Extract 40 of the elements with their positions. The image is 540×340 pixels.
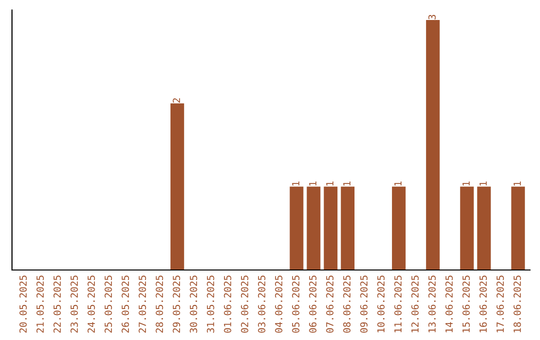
x-tick-label: 26.05.2025 [122, 276, 130, 333]
x-tick-label: 06.06.2025 [309, 276, 316, 333]
x-tick-label: 25.05.2025 [104, 276, 112, 333]
data-label: 1 [343, 181, 350, 186]
data-label: 1 [514, 181, 521, 186]
data-label: 1 [292, 181, 300, 186]
x-tick-label: 16.06.2025 [479, 276, 487, 332]
x-tick-label: 02.06.2025 [240, 276, 248, 333]
x-tick-label: 28.05.2025 [156, 276, 164, 333]
x-tick-label: 07.06.2025 [326, 276, 334, 333]
x-tick-label: 09.06.2025 [360, 276, 368, 333]
x-tick-label: 27.05.2025 [138, 276, 146, 333]
data-label: 1 [394, 181, 402, 186]
data-label: 1 [326, 181, 334, 186]
data-label: 3 [428, 14, 436, 20]
x-tick-label: 01.06.2025 [224, 276, 232, 333]
x-tick-label: 21.05.2025 [36, 276, 44, 333]
x-tick-label: 18.06.2025 [514, 276, 521, 332]
data-label: 1 [480, 181, 487, 186]
x-tick-label: 20.05.2025 [19, 276, 27, 333]
x-tick-label: 05.06.2025 [292, 276, 300, 333]
x-tick-label: 03.06.2025 [258, 276, 266, 333]
x-tick-label: 29.05.2025 [172, 276, 180, 333]
data-label: 1 [309, 181, 316, 186]
x-tick-label: 13.06.2025 [428, 276, 436, 332]
data-label: 1 [462, 181, 470, 186]
x-tick-label: 15.06.2025 [462, 276, 470, 332]
x-tick-label: 14.06.2025 [445, 276, 453, 332]
x-tick-label: 24.05.2025 [88, 276, 95, 333]
x-tick-label: 12.06.2025 [411, 276, 419, 332]
x-tick-label: 17.06.2025 [496, 276, 504, 332]
x-tick-label: 22.05.2025 [54, 276, 61, 333]
x-tick-label: 11.06.2025 [394, 276, 402, 332]
x-tick-label: 08.06.2025 [343, 276, 351, 333]
x-tick-label: 10.06.2025 [377, 276, 385, 332]
data-label: 2 [172, 98, 180, 103]
x-tick-label: 23.05.2025 [70, 276, 78, 333]
x-tick-label: 04.06.2025 [275, 276, 282, 333]
x-tick-label: 31.05.2025 [206, 276, 214, 333]
x-tick-label: 30.05.2025 [190, 276, 198, 333]
